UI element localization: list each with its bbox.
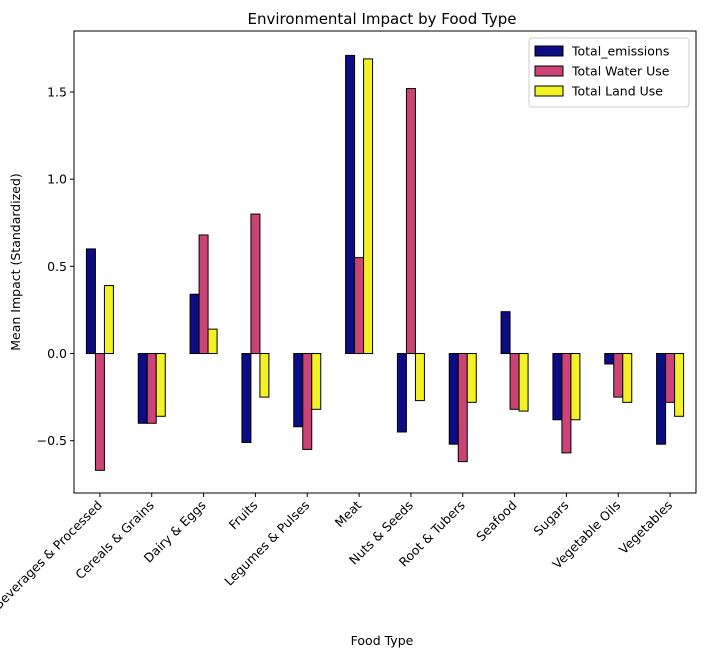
- bar-total-water-use-cereals-grains: [146, 353, 157, 424]
- legend-swatch: [534, 45, 564, 57]
- bar-total-land-use-meat: [363, 58, 374, 355]
- bar-total-water-use-sugars: [561, 353, 572, 454]
- bar-total-emissions-seafood: [500, 311, 511, 355]
- bar-total-water-use-dairy-eggs: [198, 234, 209, 355]
- bar-total-water-use-beverages-processed: [94, 353, 105, 471]
- bar-total-emissions-meat: [345, 54, 356, 355]
- bar-total-emissions-nuts-seeds: [396, 353, 407, 433]
- series-total-water-use: [94, 88, 676, 471]
- y-tick-label: 0.5: [47, 259, 67, 274]
- legend-label: Total Land Use: [571, 84, 663, 99]
- y-tick-label: 1.5: [47, 85, 67, 100]
- bar-total-land-use-beverages-processed: [103, 285, 114, 355]
- y-axis: −0.5 0.0 0.5 1.0 1.5: [37, 85, 74, 448]
- bar-total-water-use-seafood: [509, 353, 520, 410]
- x-tick-label: Sugars: [530, 498, 571, 539]
- bar-total-land-use-legumes-pulses: [311, 353, 322, 410]
- legend-box: [528, 37, 690, 108]
- y-axis-label: Mean Impact (Standardized): [8, 173, 23, 351]
- bar-total-water-use-legumes-pulses: [302, 353, 313, 450]
- bar-total-land-use-cereals-grains: [155, 353, 166, 417]
- bar-total-emissions-vegetable-oils: [604, 353, 615, 365]
- legend: Total_emissions Total Water Use Total Land…: [528, 37, 690, 108]
- x-tick-label: Seafood: [473, 498, 520, 545]
- legend-label: Total Water Use: [571, 64, 670, 79]
- plot-area: [73, 30, 697, 494]
- x-axis-label: Food Type: [351, 633, 414, 648]
- legend-swatch: [534, 65, 564, 77]
- bar-total-land-use-nuts-seeds: [414, 353, 425, 402]
- x-tick-label: Meat: [332, 497, 365, 530]
- legend-label: Total_emissions: [571, 44, 669, 59]
- y-tick-label: −0.5: [37, 433, 67, 448]
- bar-total-land-use-dairy-eggs: [207, 328, 218, 355]
- bar-total-emissions-vegetables: [656, 353, 667, 445]
- y-tick-label: 0.0: [47, 346, 67, 361]
- bar-total-water-use-root-tubers: [457, 353, 468, 463]
- bar-total-land-use-fruits: [259, 353, 270, 398]
- y-tick-label: 1.0: [47, 172, 67, 187]
- legend-swatch: [534, 85, 564, 97]
- bar-total-land-use-vegetable-oils: [622, 353, 633, 403]
- bar-total-emissions-root-tubers: [448, 353, 459, 445]
- bar-total-land-use-vegetables: [674, 353, 685, 417]
- plot-frame: [73, 30, 697, 494]
- series-total-land-use: [103, 58, 685, 421]
- bar-total-water-use-vegetables: [665, 353, 676, 403]
- bar-total-emissions-sugars: [552, 353, 563, 421]
- bar-total-land-use-sugars: [570, 353, 581, 421]
- bar-total-emissions-dairy-eggs: [189, 293, 200, 355]
- bar-total-water-use-meat: [354, 257, 365, 355]
- bar-total-emissions-fruits: [241, 353, 252, 443]
- bar-total-water-use-nuts-seeds: [405, 88, 416, 355]
- bar-total-water-use-vegetable-oils: [613, 353, 624, 398]
- x-tick-label: Fruits: [226, 498, 261, 533]
- bar-total-land-use-seafood: [518, 353, 529, 412]
- bar-total-emissions-beverages-processed: [85, 248, 96, 355]
- bar-total-land-use-root-tubers: [466, 353, 477, 403]
- bar-total-emissions-cereals-grains: [137, 353, 148, 424]
- bar-total-emissions-legumes-pulses: [293, 353, 304, 428]
- x-tick-label: Vegetables: [616, 498, 675, 557]
- bar-total-water-use-fruits: [250, 213, 261, 355]
- chart-title: Environmental Impact by Food Type: [248, 10, 517, 28]
